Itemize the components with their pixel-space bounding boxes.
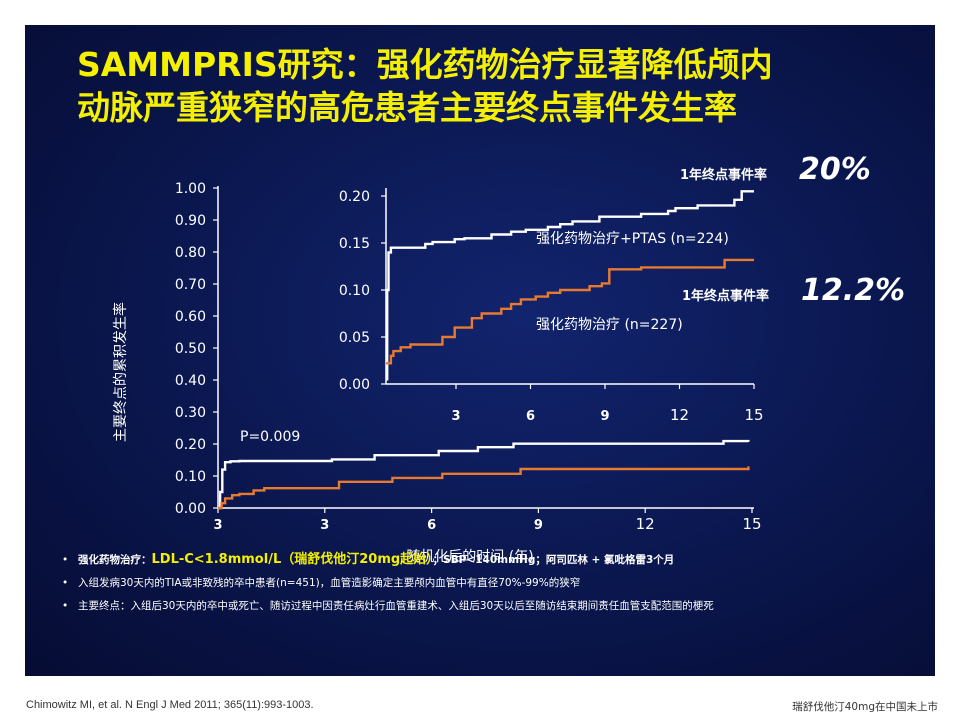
callout-ptas-label: 1年终点事件率 — [680, 167, 767, 183]
inset-series-medical-line — [386, 258, 754, 365]
inset-x-ticks: 3 6 9 12 15 — [451, 384, 764, 424]
note-1-highlight: LDL-C<1.8mmol/L（瑞舒伐他汀20mg起始） — [151, 552, 433, 567]
main-y-tick-label: 0.70 — [175, 277, 206, 293]
inset-y-tick-label: 0.00 — [339, 377, 370, 393]
main-y-tick-label: 0.50 — [175, 341, 206, 357]
note-item-3: 主要终点：入组后30天内的卒中或死亡、随访过程中因责任病灶行血管重建术、入组后3… — [62, 599, 882, 613]
main-series — [218, 439, 750, 510]
main-series-medical-line — [218, 466, 750, 510]
note-1-rest: ；SBP<140mmHg；阿司匹林 + 氯吡格雷3个月 — [432, 554, 675, 566]
citation: Chimowitz MI, et al. N Engl J Med 2011; … — [26, 699, 314, 711]
disclaimer: 瑞舒伐他汀40mg在中国未上市 — [792, 701, 938, 713]
main-y-tick-label: 0.20 — [175, 437, 206, 453]
callout-medical-value: 12.2% — [801, 273, 905, 308]
title-line-1: SAMMPRIS研究：强化药物治疗显著降低颅内 — [77, 45, 773, 84]
legend-medical: 强化药物治疗 (n=227) — [536, 317, 683, 333]
inset-x-tick-label: 9 — [600, 409, 609, 424]
main-y-tick-label: 0.60 — [175, 309, 206, 325]
inset-x-tick-label: 6 — [526, 409, 535, 424]
inset-series-ptas-line — [386, 190, 754, 381]
main-y-tick-label: 0.80 — [175, 245, 206, 261]
inset-x-tick-label: 12 — [670, 406, 689, 424]
inset-axes — [385, 188, 754, 385]
main-x-ticks: 3 3 6 9 12 15 — [213, 508, 762, 533]
main-x-tick-label: 12 — [636, 515, 655, 533]
callout-ptas: 1年终点事件率 20% — [680, 152, 871, 187]
main-y-tick-label: 0.00 — [175, 501, 206, 517]
main-y-tick-label: 0.90 — [175, 213, 206, 229]
inset-y-tick-label: 0.10 — [339, 283, 370, 299]
footnotes-list: 强化药物治疗：LDL-C<1.8mmol/L（瑞舒伐他汀20mg起始）；SBP<… — [62, 553, 882, 622]
inset-y-tick-label: 0.20 — [339, 189, 370, 205]
main-y-tick-label: 0.30 — [175, 405, 206, 421]
inset-y-tick-label: 0.15 — [339, 236, 370, 252]
main-axes — [217, 186, 754, 509]
main-series-ptas-line — [218, 439, 750, 510]
main-y-tick-label: 0.40 — [175, 373, 206, 389]
main-x-tick-label: 9 — [534, 518, 543, 533]
main-y-tick-label: 0.10 — [175, 469, 206, 485]
note-1-label: 强化药物治疗： — [78, 554, 152, 566]
callout-medical: 1年终点事件率 12.2% — [682, 273, 905, 308]
inset-series — [386, 190, 754, 381]
inset-x-tick-label: 15 — [744, 406, 763, 424]
main-x-tick-label: 6 — [427, 518, 436, 533]
main-x-tick-label: 15 — [742, 515, 761, 533]
main-y-ticks: 1.00 0.90 0.80 0.70 0.60 0.50 0.40 0.30 0.20 0.10… — [175, 181, 218, 517]
legend-ptas: 强化药物治疗+PTAS (n=224) — [536, 231, 729, 247]
callout-ptas-value: 20% — [799, 152, 871, 187]
title-line-2: 动脉严重狭窄的高危患者主要终点事件发生率 — [77, 88, 737, 127]
main-y-label: 主要终点的累积发生率 — [112, 302, 129, 442]
main-x-tick-label: 3 — [213, 518, 222, 533]
slide-title: SAMMPRIS研究：强化药物治疗显著降低颅内 动脉严重狭窄的高危患者主要终点事… — [77, 43, 917, 129]
slide-background: SAMMPRIS研究：强化药物治疗显著降低颅内 动脉严重狭窄的高危患者主要终点事… — [25, 25, 935, 676]
main-y-tick-label: 1.00 — [175, 181, 206, 197]
p-value-annotation: P=0.009 — [240, 429, 300, 445]
callout-medical-label: 1年终点事件率 — [682, 288, 769, 304]
inset-x-tick-label: 3 — [451, 409, 460, 424]
note-item-1: 强化药物治疗：LDL-C<1.8mmol/L（瑞舒伐他汀20mg起始）；SBP<… — [62, 552, 882, 568]
note-item-2: 入组发病30天内的TIA或非致残的卒中患者(n=451)，血管造影确定主要颅内血… — [62, 576, 882, 590]
inset-y-ticks: 0.20 0.15 0.10 0.05 0.00 — [339, 189, 386, 393]
inset-y-tick-label: 0.05 — [339, 330, 370, 346]
main-x-tick-label: 3 — [320, 518, 329, 533]
